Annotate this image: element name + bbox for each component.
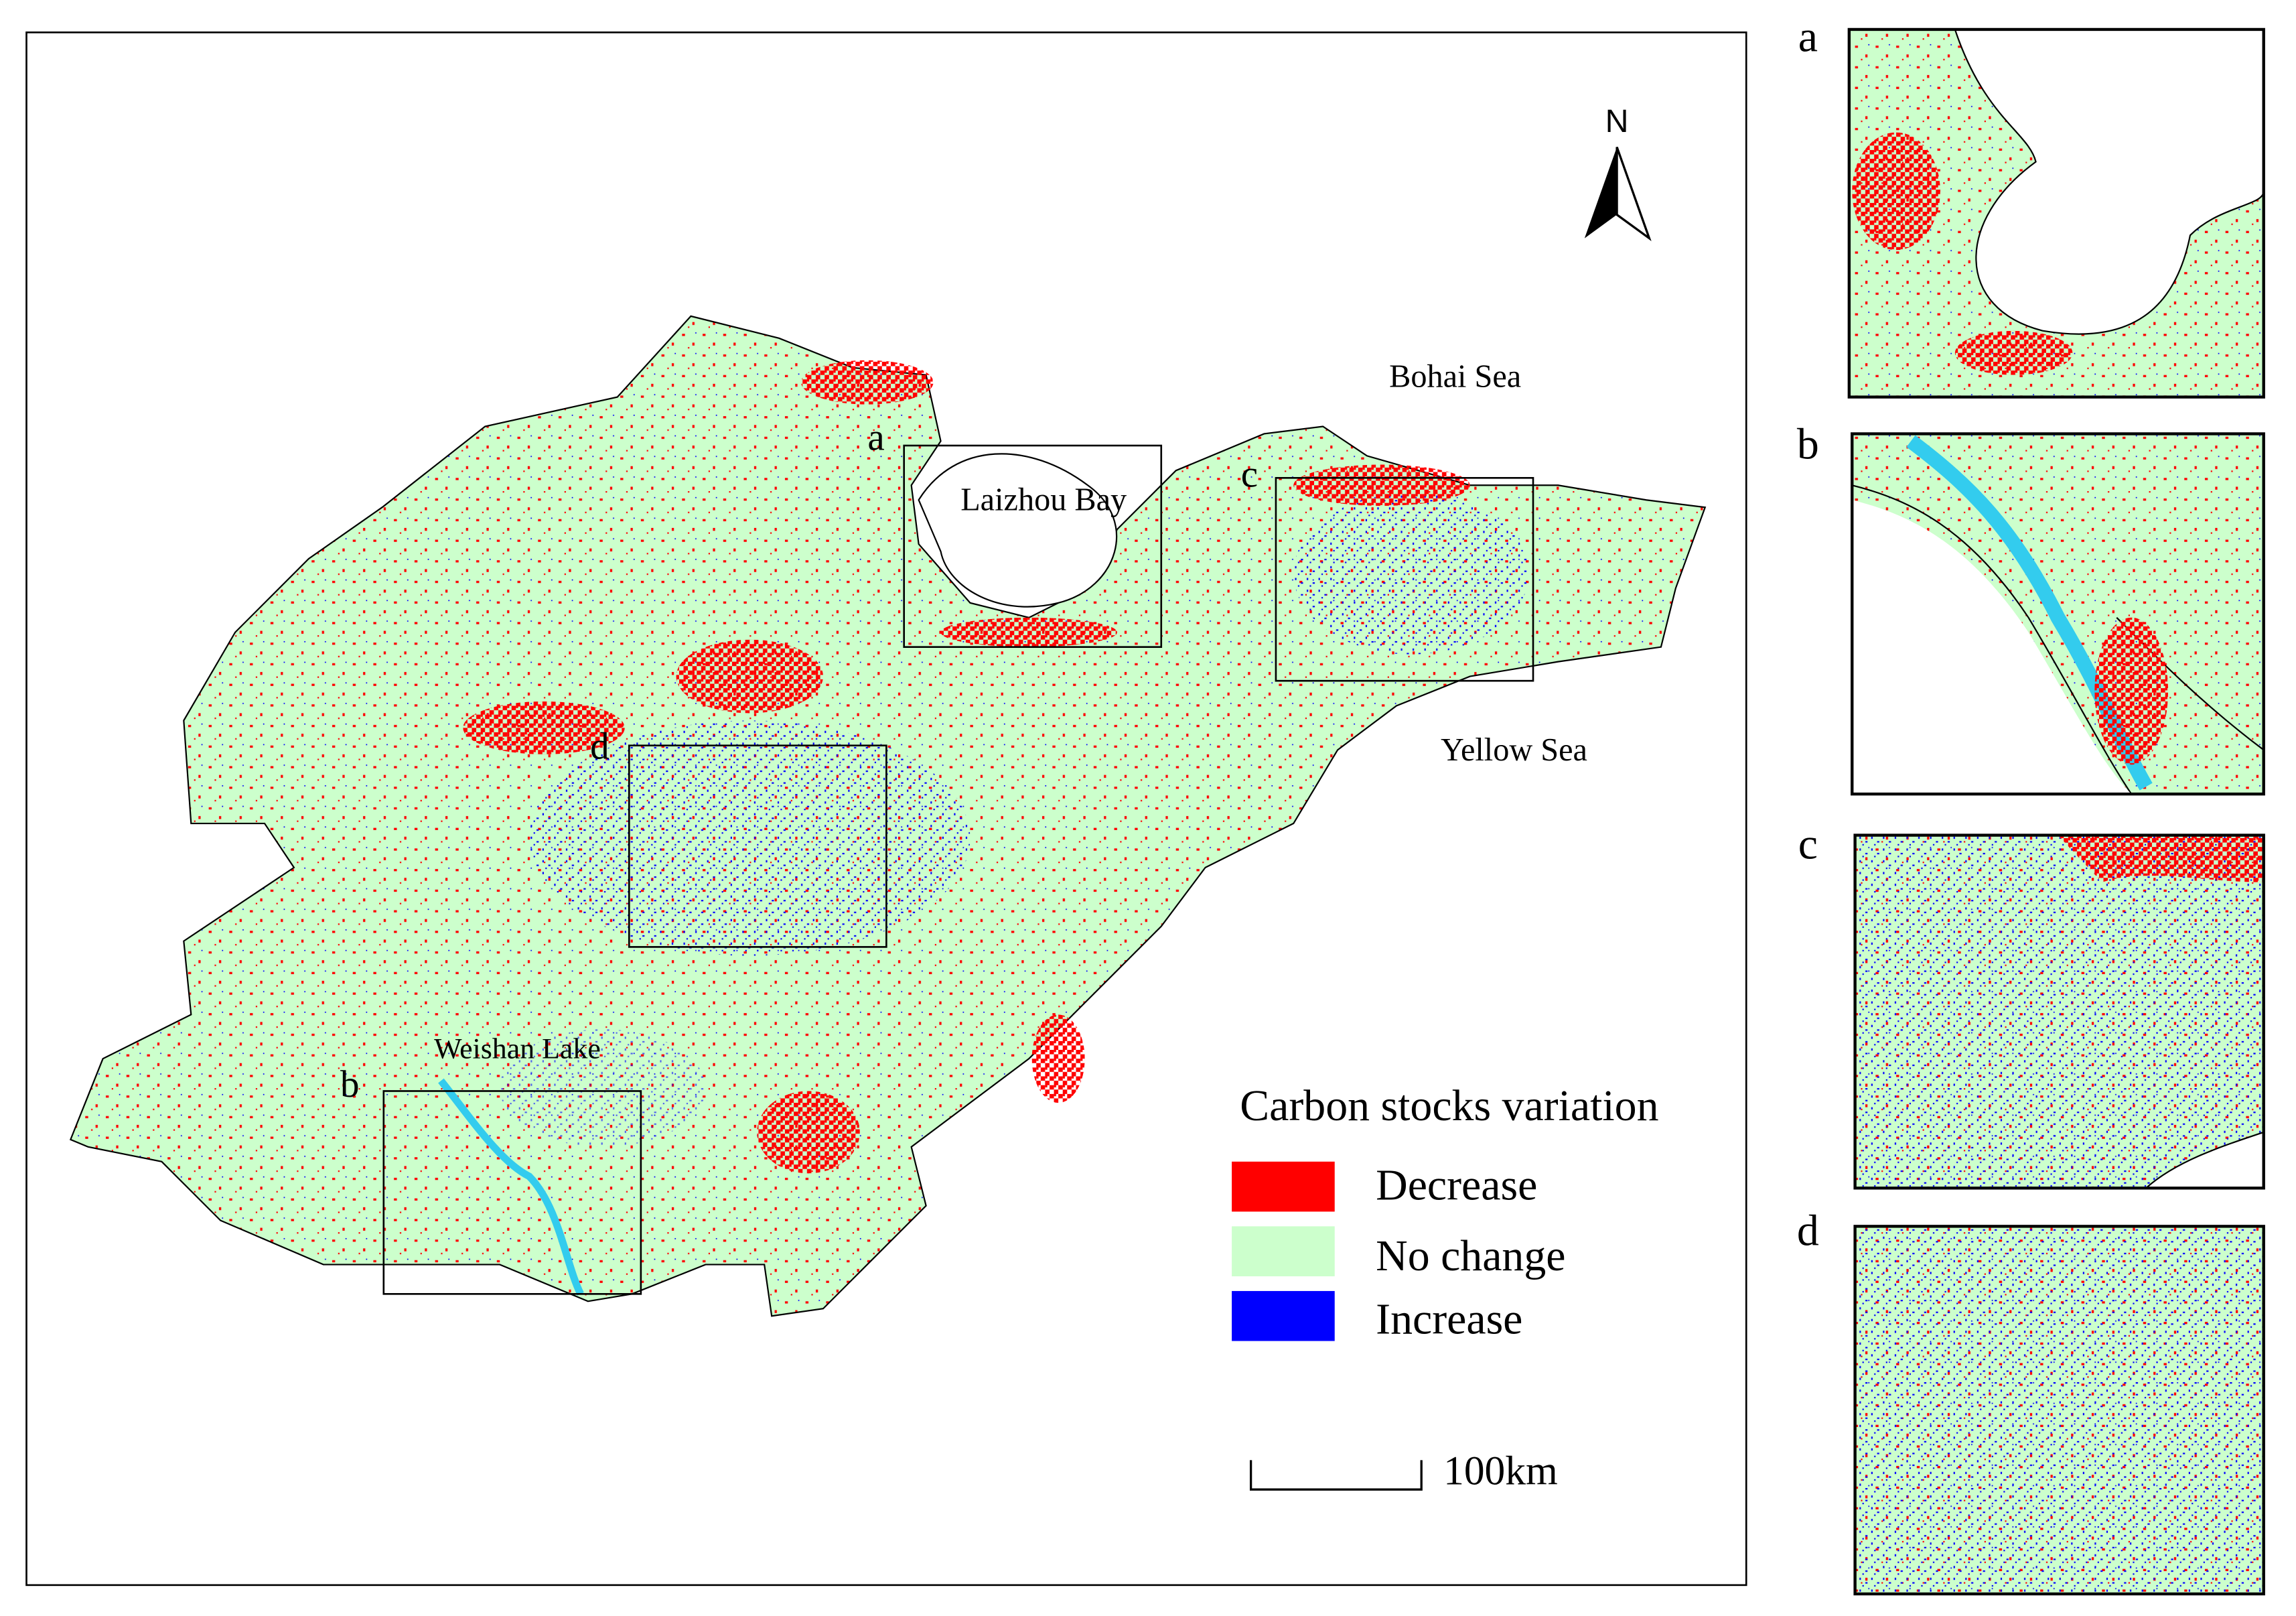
inset-box [903,444,1163,649]
increase-cluster [529,720,971,956]
inset-label: d [1797,1207,1819,1256]
decrease-cluster [2058,835,2264,882]
place-label: Yellow Sea [1441,732,1587,768]
region-label: c [1241,453,1258,495]
legend-swatch [1232,1161,1335,1212]
inset-label: c [1798,819,1818,868]
scale-bar: 100km [1249,1448,1558,1493]
inset-label: b [1797,420,1819,469]
inset-frame [1853,833,2265,1190]
north-arrow: N [1584,103,1652,242]
legend-label: No change [1376,1231,1565,1280]
place-label: Weishan Lake [434,1032,601,1065]
inset-d [1853,1225,2265,1596]
sea [1954,28,2265,335]
outside-area [1852,500,2132,795]
legend: Carbon stocks variation Decrease No chan… [1232,1081,1659,1343]
decrease-cluster [801,360,934,405]
scale-label: 100km [1443,1448,1558,1493]
inset-box [628,744,887,948]
region-label: d [590,725,609,767]
inset-label: a [1798,13,1818,62]
decrease-cluster [1852,132,1940,251]
increase-cluster [1855,1226,2264,1595]
decrease-cluster [940,617,1117,647]
inset-boxes [382,444,1534,1295]
legend-title: Carbon stocks variation [1240,1081,1658,1130]
decrease-cluster [1293,464,1470,507]
inset-frame [1853,1225,2265,1596]
inset-b [1851,432,2265,796]
boundary [1851,484,2265,795]
decrease-cluster [1954,330,2073,375]
inset-a [1847,27,2265,399]
north-arrow-right [1616,146,1652,242]
increase-cluster [500,1029,706,1147]
inset-box [1275,476,1534,682]
inset-frame [1851,432,2265,796]
region-label: a [867,417,884,459]
legend-label: Decrease [1376,1161,1537,1210]
north-arrow-left [1584,147,1618,239]
decrease-cluster [2094,617,2169,765]
region-label: b [340,1063,360,1105]
north-label: N [1605,103,1629,139]
decrease-cluster [463,701,625,754]
inset-frame [1847,27,2265,399]
inset-c [1853,833,2265,1190]
weishan-lake [438,1078,584,1296]
scale-bar-line [1249,1460,1423,1491]
increase-cluster [1855,835,2264,1189]
increase-cluster [1293,492,1529,655]
decrease-cluster [1031,1014,1085,1103]
province [69,315,1707,1317]
place-label: Laizhou Bay [960,482,1127,518]
legend-swatch [1232,1290,1335,1341]
place-label: Bohai Sea [1389,358,1521,394]
decrease-cluster [757,1091,860,1174]
legend-label: Increase [1376,1294,1522,1343]
laizhou-bay-water [918,453,1118,608]
decrease-cluster [676,639,823,714]
sea [2144,1131,2265,1189]
legend-swatch [1232,1226,1335,1276]
main-frame [25,31,1747,1587]
inset-box [382,1090,642,1295]
